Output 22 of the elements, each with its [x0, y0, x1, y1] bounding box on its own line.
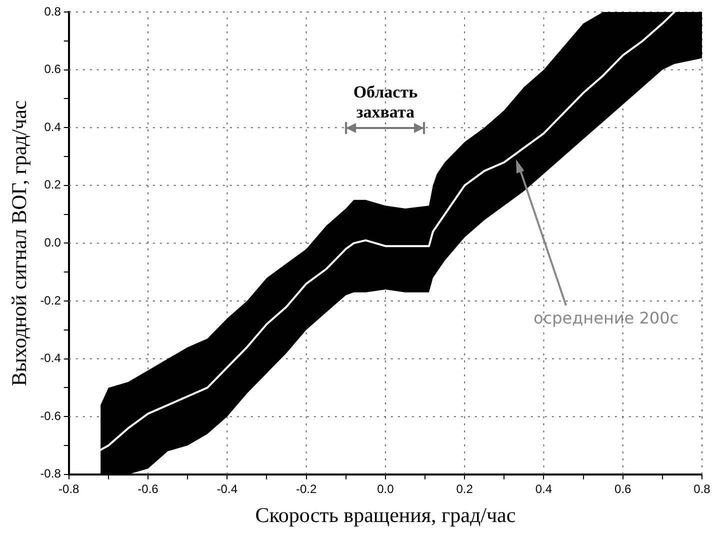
x-tick-label: 0.8	[694, 482, 711, 496]
y-tick-label: -0.6	[40, 408, 62, 423]
annotation: Область захвата	[353, 82, 418, 122]
y-tick-label: 0.4	[44, 120, 62, 134]
y-tick-label: 0.8	[44, 4, 62, 18]
x-tick-label: -0.2	[296, 482, 317, 496]
x-tick-label: -0.6	[138, 482, 159, 496]
x-tick-label: 0.4	[535, 482, 552, 496]
y-tick-label: 0.6	[44, 62, 62, 76]
x-tick-label: -0.4	[216, 482, 238, 496]
y-tick-label: 0.2	[44, 178, 62, 192]
y-tick-label: -0.2	[40, 293, 62, 308]
annotation: осреднение 200с	[533, 308, 679, 328]
x-tick-label: 0.6	[614, 482, 632, 496]
y-axis-title: Выходной сигнал ВОГ, град/час	[7, 100, 32, 386]
y-tick-label: -0.4	[40, 351, 62, 366]
x-axis-title: Скорость вращения, град/час	[255, 502, 516, 527]
y-tick-label: 0.0	[44, 236, 62, 250]
x-tick-label: 0.2	[456, 482, 474, 496]
x-tick-label: -0.8	[58, 482, 80, 496]
x-tick-label: 0.0	[377, 482, 394, 496]
y-tick-label: -0.8	[40, 466, 62, 481]
